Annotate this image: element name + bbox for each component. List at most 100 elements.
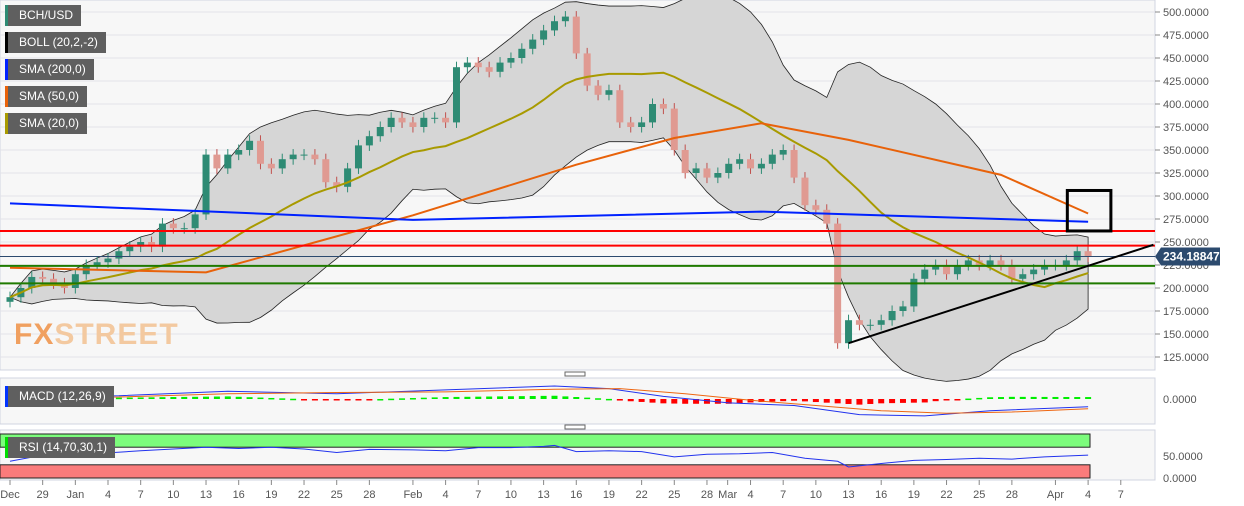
macd-histogram-bar [932, 399, 939, 402]
macd-resize-handle[interactable] [564, 371, 586, 377]
candle [224, 154, 232, 169]
macd-histogram-bar [126, 397, 133, 400]
candle [964, 260, 972, 265]
legend-item[interactable]: SMA (200,0) [5, 59, 94, 80]
candle [638, 122, 646, 127]
macd-legend[interactable]: MACD (12,26,9) [5, 386, 114, 407]
candle [409, 122, 417, 127]
macd-histogram-bar [845, 399, 852, 404]
x-tick-label: 28 [363, 489, 375, 501]
candle [725, 163, 733, 173]
candle [333, 182, 341, 187]
macd-panel [0, 377, 1156, 425]
macd-histogram-bar [682, 399, 689, 404]
x-tick-label: 16 [875, 489, 887, 501]
candle [812, 205, 820, 210]
macd-histogram-bar [899, 399, 906, 403]
candle [910, 278, 918, 307]
candle [1030, 269, 1038, 275]
candle [420, 117, 428, 127]
macd-histogram-bar [420, 397, 427, 400]
x-tick-label: Apr [1047, 489, 1064, 501]
x-tick-label: 25 [331, 489, 343, 501]
legend-item[interactable]: SMA (20,0) [5, 113, 88, 134]
macd-histogram-bar [497, 396, 504, 399]
x-tick-label: Feb [403, 489, 422, 501]
macd-histogram-bar [475, 396, 482, 399]
macd-histogram-bar [660, 399, 667, 404]
macd-histogram-bar [235, 396, 242, 399]
sma200-line [9, 202, 1089, 223]
macd-histogram-bar [573, 397, 580, 399]
candle [235, 150, 243, 155]
y-tick-label: 375.0000 [1163, 122, 1209, 134]
candle [681, 150, 689, 173]
macd-histogram-bar [311, 399, 318, 401]
macd-histogram-bar [344, 399, 351, 401]
candle [256, 140, 264, 164]
macd-histogram-bar [595, 398, 602, 400]
y-tick-label: 175.0000 [1163, 306, 1209, 318]
macd-histogram-bar [867, 399, 874, 404]
legend-item[interactable]: BOLL (20,2,-2) [5, 32, 106, 53]
macd-histogram-bar [769, 399, 776, 402]
x-tick-label: 28 [701, 489, 713, 501]
candle [594, 85, 602, 95]
candle [877, 320, 885, 325]
macd-histogram-bar [812, 399, 819, 403]
x-tick-label: 7 [138, 489, 144, 501]
candle [529, 39, 537, 49]
macd-histogram-bar [649, 399, 656, 403]
macd-histogram-bar [921, 399, 928, 403]
macd-signal-line [9, 388, 1089, 414]
x-tick-label: 7 [1118, 489, 1124, 501]
fxstreet-watermark: FXSTREET [14, 318, 179, 351]
y-tick-label: 300.0000 [1163, 191, 1209, 203]
x-tick-label: Mar [718, 489, 737, 501]
x-tick-label: 10 [810, 489, 822, 501]
price-tag-label: 234.18847 [1163, 250, 1220, 264]
rsi-line [9, 444, 1089, 468]
y-tick-label: 250.0000 [1163, 237, 1209, 249]
x-tick-label: 16 [233, 489, 245, 501]
candle [649, 104, 657, 123]
candle [376, 127, 384, 137]
rsi-resize-handle[interactable] [564, 424, 586, 430]
legend-item[interactable]: BCH/USD [5, 5, 82, 26]
candle [463, 62, 471, 68]
candle [714, 173, 722, 178]
candle [485, 67, 493, 72]
candle [1008, 265, 1016, 279]
candle [50, 278, 58, 284]
rsi-legend[interactable]: RSI (14,70,30,1) [5, 437, 116, 458]
y-tick-label: 500.0000 [1163, 7, 1209, 19]
macd-histogram-bar [954, 399, 961, 401]
candle [953, 265, 961, 275]
candle [616, 90, 624, 123]
candle [474, 62, 482, 68]
macd-histogram-bar [268, 397, 275, 400]
candle [921, 269, 929, 279]
macd-histogram-bar [791, 399, 798, 401]
macd-histogram-bar [1030, 396, 1037, 399]
candle [790, 150, 798, 178]
macd-histogram-bar [301, 399, 308, 401]
candle [496, 62, 504, 72]
candle [1019, 274, 1027, 279]
candle [387, 117, 395, 127]
macd-zero-label: 0.0000 [1163, 394, 1197, 406]
candle [932, 265, 940, 270]
x-tick-label: 13 [200, 489, 212, 501]
x-tick-label: 25 [668, 489, 680, 501]
macd-histogram-bar [1074, 397, 1081, 399]
macd-histogram-bar [616, 399, 623, 401]
candle [572, 16, 580, 54]
candle [507, 58, 515, 63]
price-tag [1155, 247, 1220, 266]
macd-histogram-bar [1041, 396, 1048, 399]
legend-item[interactable]: SMA (50,0) [5, 86, 88, 107]
macd-histogram-bar [1052, 396, 1059, 399]
macd-histogram-bar [943, 399, 950, 401]
y-tick-label: 200.0000 [1163, 283, 1209, 295]
